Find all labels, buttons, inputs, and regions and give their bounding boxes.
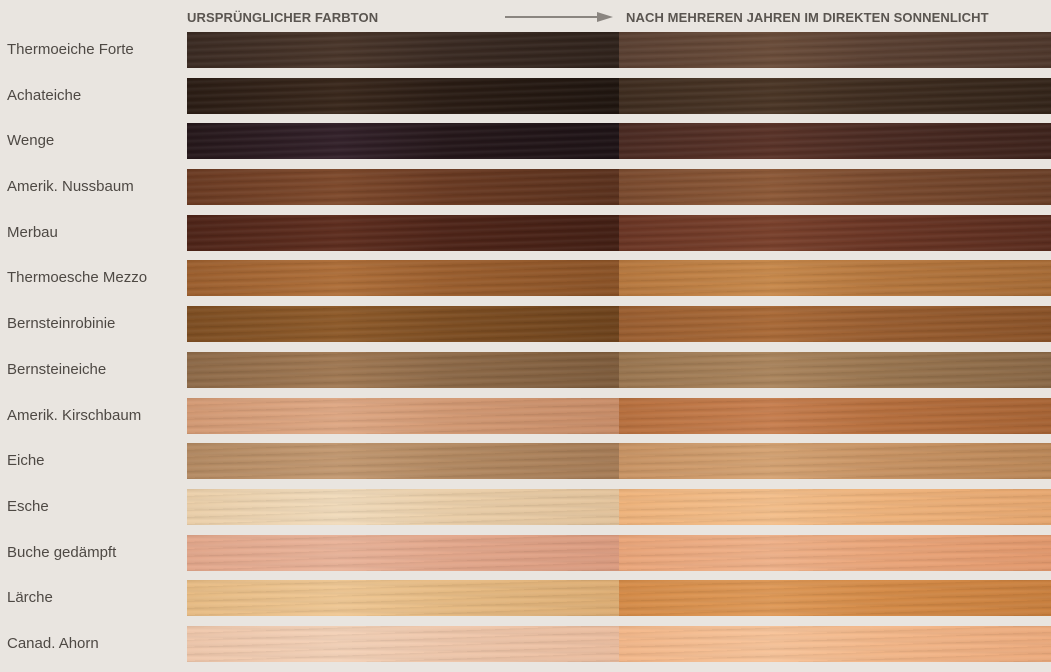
original-color-swatch: [187, 625, 619, 662]
wood-row: Lärche: [0, 580, 1051, 626]
wood-row: Amerik. Kirschbaum: [0, 397, 1051, 444]
wood-name: Achateiche: [7, 86, 82, 104]
wood-row: Thermoesche Mezzo: [0, 260, 1051, 306]
aged-color-swatch: [619, 488, 1051, 525]
wood-row: Canad. Ahorn: [0, 625, 1051, 672]
wood-name: Canad. Ahorn: [7, 634, 99, 652]
wood-row: Amerik. Nussbaum: [0, 169, 1051, 215]
aged-color-swatch: [619, 443, 1051, 480]
aged-color-swatch: [619, 77, 1051, 114]
original-color-swatch: [187, 123, 619, 160]
original-color-swatch: [187, 534, 619, 571]
wood-row: Bernsteinrobinie: [0, 306, 1051, 352]
arrow-right-icon: [505, 12, 613, 22]
wood-name: Thermoesche Mezzo: [7, 269, 148, 287]
wood-row: Esche: [0, 488, 1051, 535]
original-color-swatch: [187, 580, 619, 617]
aged-color-swatch: [619, 580, 1051, 617]
wood-row: Eiche: [0, 443, 1051, 489]
original-color-swatch: [187, 32, 619, 68]
original-color-swatch: [187, 351, 619, 388]
original-color-swatch: [187, 260, 619, 297]
aged-color-swatch: [619, 397, 1051, 434]
wood-row: Achateiche: [0, 77, 1051, 124]
original-color-swatch: [187, 77, 619, 114]
wood-name: Bernsteineiche: [7, 360, 107, 378]
aged-color-swatch: [619, 306, 1051, 343]
aged-color-swatch: [619, 260, 1051, 297]
aged-color-swatch: [619, 351, 1051, 388]
wood-list: Thermoeiche Forte Achateiche Wenge Amerik. …: [0, 32, 1051, 672]
aged-color-swatch: [619, 534, 1051, 571]
wood-name: Eiche: [7, 452, 45, 470]
wood-name: Lärche: [7, 589, 53, 607]
wood-name: Bernsteinrobinie: [7, 315, 116, 333]
wood-row: Wenge: [0, 123, 1051, 169]
wood-name: Thermoeiche Forte: [7, 41, 134, 58]
original-color-swatch: [187, 443, 619, 480]
original-color-swatch: [187, 214, 619, 251]
original-color-heading: URSPRÜNGLICHER FARBTON: [187, 10, 379, 25]
aged-color-swatch: [619, 169, 1051, 206]
aged-color-swatch: [619, 32, 1051, 68]
wood-row: Bernsteineiche: [0, 351, 1051, 398]
original-color-swatch: [187, 306, 619, 343]
wood-row: Buche gedämpft: [0, 534, 1051, 581]
wood-row: Thermoeiche Forte: [0, 32, 1051, 78]
header: URSPRÜNGLICHER FARBTON NACH MEHREREN JAH…: [0, 0, 1051, 32]
wood-row: Merbau: [0, 214, 1051, 261]
aged-color-heading: NACH MEHREREN JAHREN IM DIREKTEN SONNENL…: [626, 10, 989, 25]
wood-name: Esche: [7, 497, 49, 515]
wood-name: Merbau: [7, 223, 58, 241]
aged-color-swatch: [619, 625, 1051, 662]
aged-color-swatch: [619, 123, 1051, 160]
wood-name: Wenge: [7, 132, 55, 150]
aged-color-swatch: [619, 214, 1051, 251]
original-color-swatch: [187, 488, 619, 525]
wood-name: Amerik. Nussbaum: [7, 178, 134, 196]
original-color-swatch: [187, 169, 619, 206]
wood-name: Amerik. Kirschbaum: [7, 406, 142, 424]
wood-name: Buche gedämpft: [7, 543, 117, 561]
original-color-swatch: [187, 397, 619, 434]
